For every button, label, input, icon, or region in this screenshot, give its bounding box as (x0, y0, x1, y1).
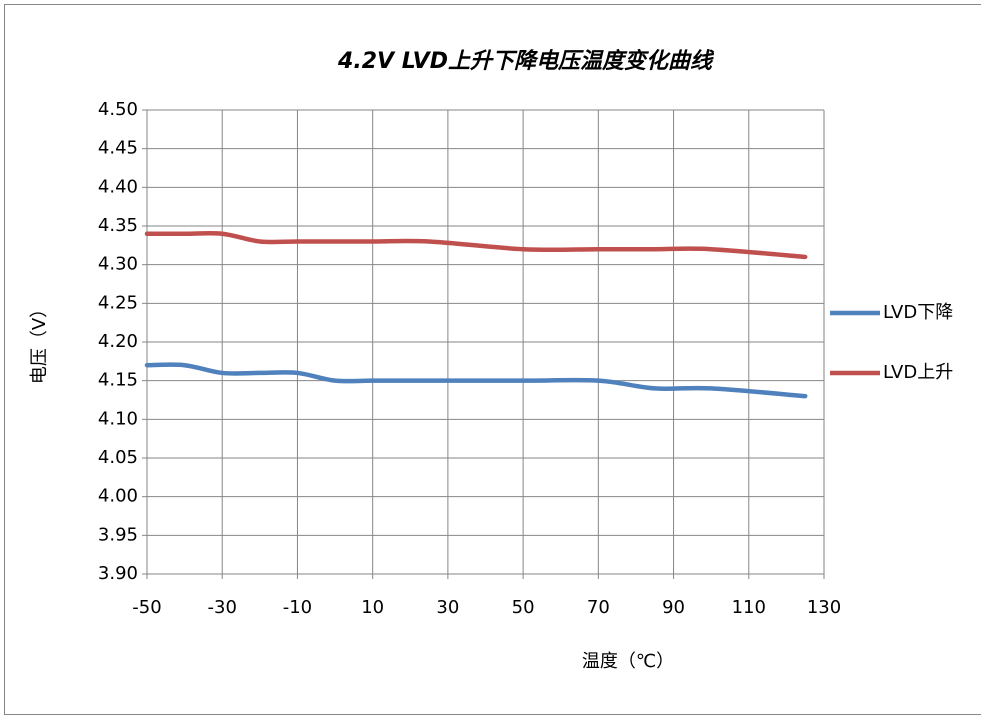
x-tick-label: -30 (208, 597, 237, 618)
y-tick-label: 4.05 (98, 447, 138, 468)
y-tick-label: 4.50 (98, 99, 138, 120)
x-tick-label: 90 (662, 597, 685, 618)
x-axis-label: 温度（℃） (582, 651, 674, 672)
x-tick-label: 10 (361, 597, 384, 618)
legend-label: LVD上升 (883, 362, 953, 383)
y-tick-label: 4.25 (98, 292, 138, 313)
y-tick-label: 4.00 (98, 486, 138, 507)
y-tick-label: 4.45 (98, 138, 138, 159)
y-tick-label: 4.10 (98, 408, 138, 429)
legend-label: LVD下降 (883, 302, 953, 323)
y-tick-label: 4.35 (98, 215, 138, 236)
y-tick-label: 4.15 (98, 370, 138, 391)
x-tick-label: 50 (512, 597, 535, 618)
y-tick-label: 4.40 (98, 176, 138, 197)
y-axis-label: 电压（V） (29, 300, 50, 384)
x-tick-label: 30 (436, 597, 459, 618)
x-tick-label: 110 (732, 597, 766, 618)
y-tick-label: 4.20 (98, 331, 138, 352)
x-tick-label: 70 (587, 597, 610, 618)
y-tick-label: 3.95 (98, 524, 138, 545)
y-tick-label: 3.90 (98, 563, 138, 584)
y-tick-label: 4.30 (98, 254, 138, 275)
x-tick-label: 130 (807, 597, 841, 618)
x-tick-label: -50 (132, 597, 161, 618)
x-tick-label: -10 (283, 597, 312, 618)
chart-title: 4.2V LVD上升下降电压温度变化曲线 (337, 48, 715, 74)
